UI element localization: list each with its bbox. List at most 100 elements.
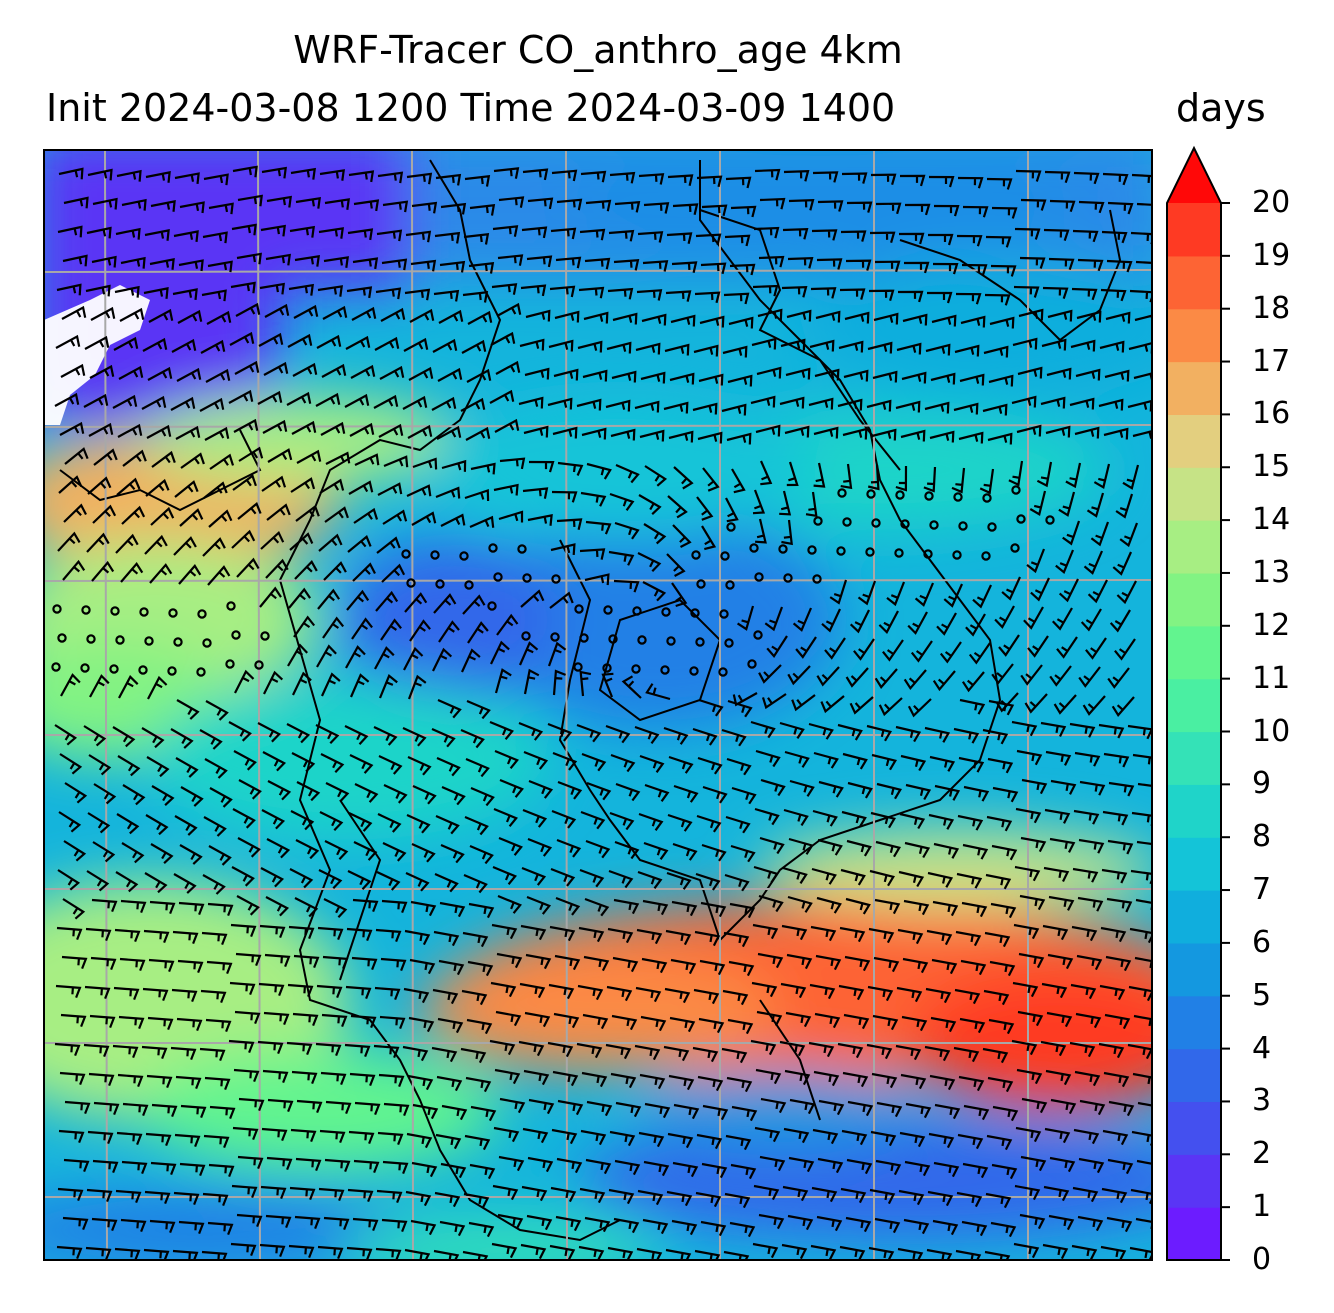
wind-barb [1040,1040,1067,1057]
wind-barb [296,449,322,464]
wind-barb [1129,1246,1152,1260]
wind-barb [323,256,349,268]
wind-barb [173,536,197,556]
wind-barb [464,488,490,502]
wind-barb [406,484,432,497]
wind-barb [857,580,877,606]
wind-barb [610,1072,637,1089]
calm-wind-marker [724,638,734,648]
wind-barb [583,955,610,972]
wind-barb [233,1068,260,1083]
colorbar [1166,145,1230,1261]
wind-barb [901,371,927,384]
wind-barb [86,532,110,553]
wind-barb [903,1218,930,1235]
wind-barb [764,606,784,632]
wind-barb [490,640,510,665]
wind-barb [904,203,931,216]
wind-barb [781,1243,808,1260]
wind-barb [781,519,793,546]
wind-barb [701,843,727,862]
wind-barb [614,1159,641,1176]
wind-barb [783,1127,810,1144]
wind-barb [289,225,315,238]
colorbar-tick-label: 19 [1252,237,1291,273]
wind-barb [494,749,519,769]
colorbar-segment [1167,414,1221,468]
wind-barb [375,590,399,612]
wind-barb [902,313,928,326]
calm-wind-marker [637,635,647,645]
wind-barb [758,894,784,913]
wind-barb [349,754,374,774]
wind-barb [791,694,816,712]
wind-barb [143,287,169,299]
wind-barb [694,291,721,304]
wind-barb [731,1105,758,1122]
wind-barb [1079,780,1106,796]
wind-barb [376,871,401,891]
wind-barb [932,262,959,275]
wind-barb [120,899,147,914]
wind-barb [987,1076,1014,1093]
wind-barb [88,754,112,776]
wind-barb [577,340,603,353]
wind-barb [59,1071,86,1086]
wind-barb [732,692,758,707]
wind-barb [89,1014,116,1029]
wind-barb [840,230,867,242]
wind-barb [291,420,317,435]
wind-barb [88,422,114,437]
calm-wind-marker [138,665,148,675]
wind-barb [56,926,83,941]
wind-barb [1099,984,1126,1001]
wind-barb [438,309,464,324]
wind-barb [898,1189,925,1206]
wind-barb [1016,1068,1043,1085]
wind-barb [1017,366,1043,379]
wind-barb [754,1126,781,1143]
wind-barb [842,752,868,770]
wind-barb [114,285,140,298]
wind-barb [579,868,605,888]
wind-barb [874,898,901,915]
wind-barb [145,1132,172,1147]
calm-wind-marker [1010,543,1020,553]
wind-barb [174,480,199,498]
wind-barb [87,1130,114,1145]
wind-barb [412,1103,439,1120]
wind-barb [1077,1215,1104,1232]
wind-barb [1011,720,1038,737]
wind-barb [57,1187,84,1202]
wind-barb [961,1220,988,1237]
wind-barb [1090,521,1110,547]
wind-barb [147,366,173,381]
wind-barb [965,613,986,637]
wind-barb [89,364,115,379]
wind-barb [721,728,747,747]
wind-barb [899,174,926,187]
wind-barb [954,344,980,357]
calm-wind-marker [982,493,992,503]
wind-barb [1102,172,1129,186]
wind-barb [695,233,722,246]
wind-barb [378,755,403,775]
wind-barb [873,312,899,325]
wind-barb [1041,338,1067,351]
wind-barb [411,511,437,526]
coastlines [59,159,1122,1242]
wind-barb [470,462,496,475]
wind-barb [955,930,982,947]
wind-barb [209,453,235,470]
wind-barb [470,1105,497,1122]
wind-barb [112,1044,139,1059]
wind-barb [348,812,373,832]
wind-barb [613,898,640,915]
wind-barb [143,929,170,944]
wind-barb [841,1129,868,1146]
wind-barb [409,619,431,642]
wind-barb [840,868,866,886]
wind-barb [985,235,1012,248]
wind-barb [1072,1186,1099,1203]
wind-barb [435,1133,462,1150]
